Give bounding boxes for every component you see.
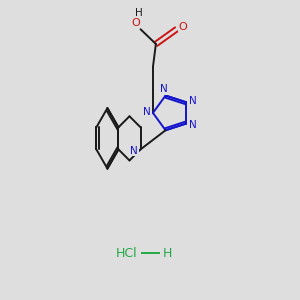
Text: HCl: HCl <box>116 247 137 260</box>
Text: O: O <box>178 22 188 32</box>
Text: O: O <box>132 18 140 28</box>
Text: N: N <box>160 84 168 94</box>
Text: N: N <box>130 146 138 156</box>
Text: N: N <box>189 120 196 130</box>
Text: N: N <box>189 96 196 106</box>
Text: H: H <box>162 247 172 260</box>
Text: H: H <box>135 8 142 18</box>
Text: N: N <box>142 107 150 117</box>
